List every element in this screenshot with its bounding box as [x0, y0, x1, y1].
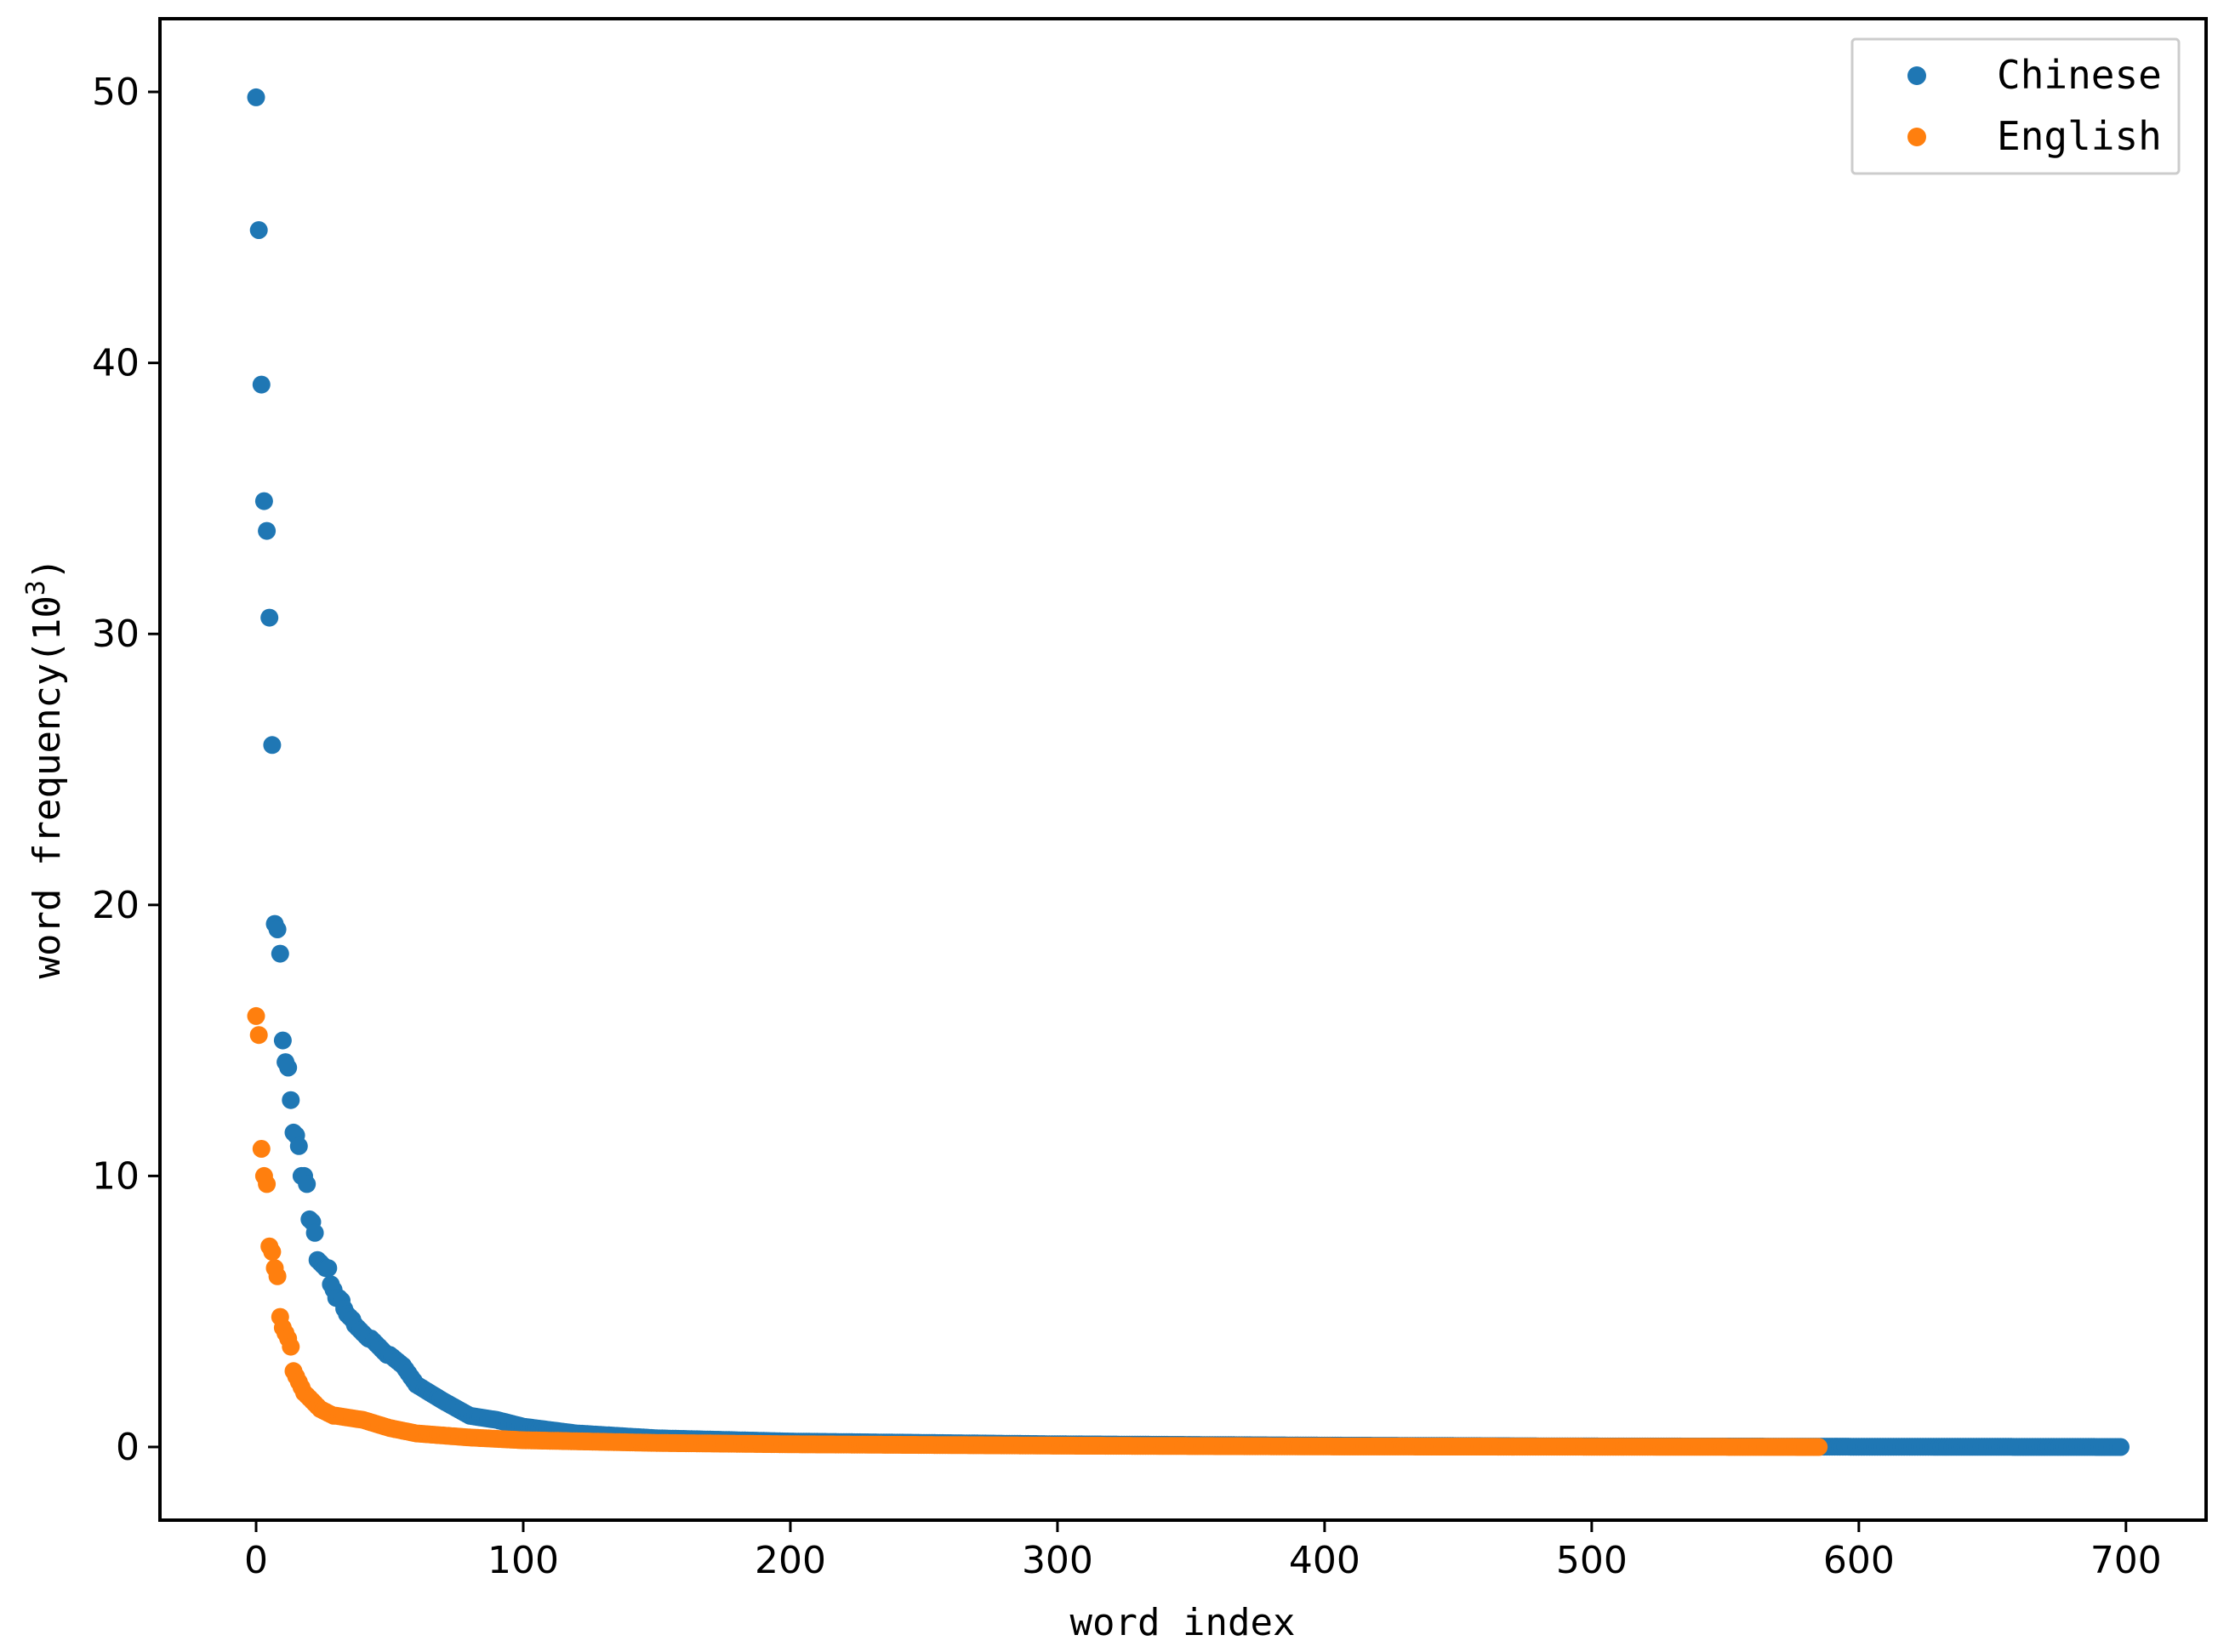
data-point	[247, 88, 265, 106]
x-tick-label: 400	[1289, 1539, 1360, 1582]
y-axis-label: word frequency(103)	[21, 558, 69, 979]
data-point	[268, 1267, 287, 1285]
x-tick-label: 200	[755, 1539, 826, 1582]
y-tick-label: 30	[92, 612, 140, 656]
legend: Chinese English	[1850, 37, 2181, 175]
data-point	[282, 1337, 300, 1356]
y-tick-label: 20	[92, 884, 140, 927]
y-axis-label-close: )	[26, 558, 69, 581]
data-point	[319, 1259, 338, 1278]
data-point	[258, 521, 277, 540]
legend-marker-chinese	[1907, 66, 1926, 85]
data-point	[273, 1031, 292, 1050]
data-point	[305, 1223, 324, 1242]
x-tick-label: 500	[1556, 1539, 1628, 1582]
legend-marker-english	[1907, 128, 1926, 146]
data-point	[252, 375, 271, 394]
series-chinese	[247, 88, 2130, 1456]
x-tick-label: 700	[2090, 1539, 2162, 1582]
data-point	[271, 944, 289, 963]
x-tick-label: 300	[1022, 1539, 1093, 1582]
x-tick-label: 600	[1823, 1539, 1895, 1582]
y-tick-label: 0	[116, 1426, 140, 1469]
data-point	[263, 736, 282, 755]
data-point	[249, 1026, 268, 1045]
data-point	[298, 1175, 316, 1193]
data-point	[252, 1140, 271, 1158]
data-point	[289, 1136, 308, 1155]
data-point	[268, 920, 287, 938]
data-point	[1810, 1438, 1828, 1456]
y-axis-label-main: word frequency(10	[26, 595, 69, 978]
x-tick-label: 0	[244, 1539, 268, 1582]
ticks-layer: 0 100 200 300 400 500 600 700 0 10 20 30 40 50	[92, 71, 2162, 1582]
y-axis-label-exponent: 3	[21, 580, 51, 595]
data-point	[2112, 1438, 2130, 1456]
legend-label-chinese: Chinese	[1997, 52, 2162, 98]
y-tick-label: 40	[92, 342, 140, 385]
legend-frame	[1850, 37, 2181, 175]
data-point	[263, 1243, 282, 1262]
series-english	[247, 1006, 1828, 1456]
x-axis-label: word index	[1070, 1601, 1296, 1644]
y-tick-label: 10	[92, 1154, 140, 1198]
data-point	[254, 492, 273, 510]
points-layer	[247, 88, 2130, 1456]
y-tick-label: 50	[92, 71, 140, 114]
data-point	[247, 1006, 265, 1025]
data-point	[258, 1175, 277, 1193]
data-point	[279, 1058, 298, 1077]
data-point	[249, 221, 268, 239]
x-tick-label: 100	[488, 1539, 559, 1582]
data-point	[282, 1091, 300, 1109]
legend-label-english: English	[1997, 113, 2162, 159]
plot-area-frame	[158, 17, 2208, 1522]
data-point	[260, 608, 279, 627]
